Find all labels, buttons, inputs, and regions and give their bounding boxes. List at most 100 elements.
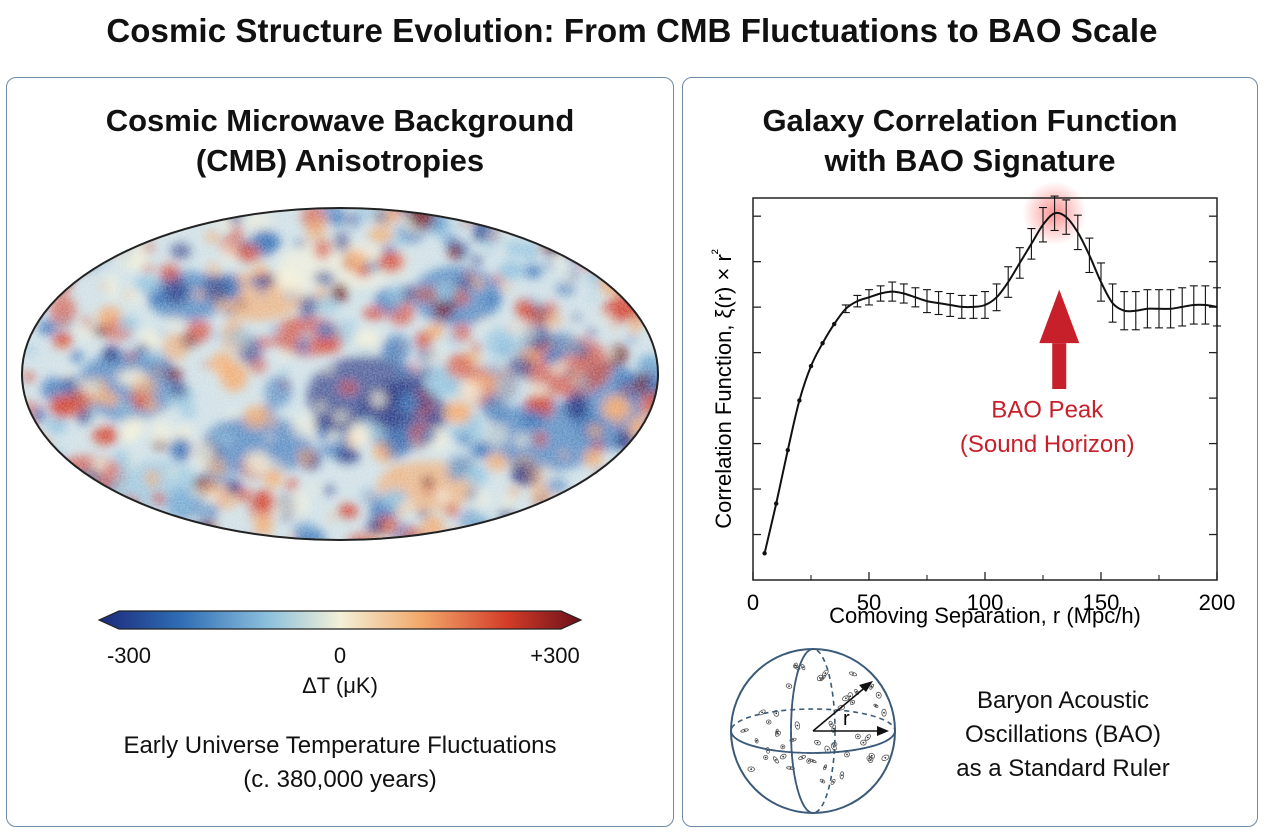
galaxy-core — [816, 741, 819, 744]
galaxy-core — [819, 677, 821, 679]
cmb-caption-line2: (c. 380,000 years) — [243, 766, 437, 793]
galaxy-core — [830, 723, 832, 726]
galaxy-dot — [837, 705, 845, 711]
galaxy-core — [750, 768, 753, 771]
galaxy-dot — [854, 688, 859, 695]
page-title: Cosmic Structure Evolution: From CMB Flu… — [106, 12, 1158, 49]
galaxy-dot — [809, 758, 817, 764]
galaxy-dot — [848, 671, 858, 677]
galaxy-dot — [866, 755, 872, 762]
cmb-panel-title: Cosmic Microwave Background (CMB) Anisot… — [7, 101, 673, 181]
bao-caption-line2: Oscillations (BAO) — [964, 721, 1162, 748]
galaxy-core — [870, 685, 873, 688]
x-tick-label: 0 — [747, 590, 759, 615]
galaxy-dot — [869, 683, 874, 690]
x-tick-label: 100 — [967, 590, 1004, 615]
galaxy-dot — [814, 740, 821, 746]
cmb-title-line1: Cosmic Microwave Background — [105, 103, 575, 138]
galaxy-core — [852, 673, 854, 675]
galaxy-core — [851, 701, 854, 704]
cmb-caption-line1: Early Universe Temperature Fluctuations — [123, 732, 557, 759]
galaxy-core — [824, 672, 827, 674]
galaxy-core — [832, 781, 834, 783]
galaxy-core — [877, 694, 880, 697]
galaxy-core — [776, 730, 778, 733]
galaxy-core — [857, 735, 859, 738]
bao-title-line2: with BAO Signature — [824, 143, 1116, 178]
galaxy-core — [855, 691, 858, 693]
galaxy-core — [789, 767, 792, 769]
colorbar-max-label: +300 — [530, 643, 580, 668]
galaxy-core — [862, 741, 865, 744]
galaxy-dot — [772, 756, 779, 764]
galaxy-dot — [794, 721, 801, 730]
galaxy-core — [822, 677, 824, 679]
bao-sphere-diagram: r — [730, 648, 896, 814]
galaxy-core — [801, 756, 803, 759]
galaxy-dot — [816, 674, 823, 682]
galaxy-core — [767, 721, 770, 723]
galaxy-dot — [839, 771, 845, 780]
galaxy-core — [761, 711, 763, 714]
galaxy-dot — [819, 778, 826, 784]
galaxy-dot — [773, 710, 780, 717]
galaxy-dot — [855, 733, 861, 740]
galaxy-core — [875, 704, 877, 707]
bao-peak-annotation-line1: BAO Peak — [991, 397, 1104, 424]
galaxy-core — [824, 766, 826, 769]
galaxy-core — [849, 695, 852, 698]
x-tick-label: 150 — [1083, 590, 1120, 615]
galaxy-dot — [780, 744, 786, 750]
galaxy-dot — [860, 739, 867, 746]
x-tick-label: 50 — [857, 590, 881, 615]
correlation-series-line — [763, 211, 1218, 554]
galaxy-dot — [779, 753, 787, 760]
galaxy-core — [841, 774, 843, 777]
bao-arrow-shaft — [1052, 343, 1067, 389]
cmb-title-line2: (CMB) Anisotropies — [195, 143, 485, 178]
galaxy-core — [812, 760, 814, 762]
bao-caption: Baryon Acoustic Oscillations (BAO) as a … — [913, 684, 1213, 786]
galaxy-core — [764, 756, 767, 759]
bao-panel-title: Galaxy Correlation Function with BAO Sig… — [683, 101, 1257, 181]
galaxy-dot — [785, 683, 793, 689]
colorbar-min-label: -300 — [106, 643, 152, 668]
galaxy-core — [807, 760, 810, 762]
galaxy-core — [868, 757, 871, 760]
cmb-panel: Cosmic Microwave Background (CMB) Anisot… — [6, 77, 674, 827]
galaxy-core — [775, 712, 778, 715]
galaxy-dot — [786, 766, 795, 770]
galaxy-core — [802, 666, 804, 668]
galaxy-core — [792, 738, 794, 741]
galaxy-dot — [864, 734, 871, 741]
galaxy-core — [866, 736, 869, 739]
galaxy-dot — [873, 703, 879, 708]
cmb-colorbar — [97, 610, 583, 630]
galaxy-dot — [798, 755, 807, 760]
plot-frame — [752, 197, 1218, 581]
galaxy-core — [870, 754, 873, 757]
galaxy-core — [883, 711, 885, 714]
galaxy-dot — [765, 719, 772, 725]
bao-correlation-chart: 0 50 100 150 200 BAO Peak (Sound Horizon) Co… — [709, 181, 1236, 628]
galaxy-dot — [844, 751, 850, 758]
colorbar-unit-label: ΔT (μK) — [302, 673, 378, 698]
galaxy-core — [832, 746, 835, 748]
galaxy-dot — [754, 738, 759, 744]
galaxy-dot — [763, 755, 769, 760]
galaxy-core — [782, 755, 785, 758]
galaxy-dot — [842, 695, 850, 702]
galaxy-dot — [747, 766, 755, 772]
galaxy-core — [781, 745, 784, 748]
galaxy-dot — [875, 691, 882, 699]
galaxy-core — [788, 685, 790, 687]
bao-title-line1: Galaxy Correlation Function — [762, 103, 1178, 138]
x-tick-label: 200 — [1199, 590, 1236, 615]
bao-arrow-head — [1039, 289, 1080, 344]
colorbar-mid-label: 0 — [333, 643, 347, 668]
galaxy-core — [821, 780, 824, 782]
bao-caption-line3: as a Standard Ruler — [956, 755, 1170, 782]
sphere-radius-label: r — [843, 708, 850, 730]
galaxy-core — [775, 759, 777, 761]
galaxy-dot — [793, 664, 801, 671]
